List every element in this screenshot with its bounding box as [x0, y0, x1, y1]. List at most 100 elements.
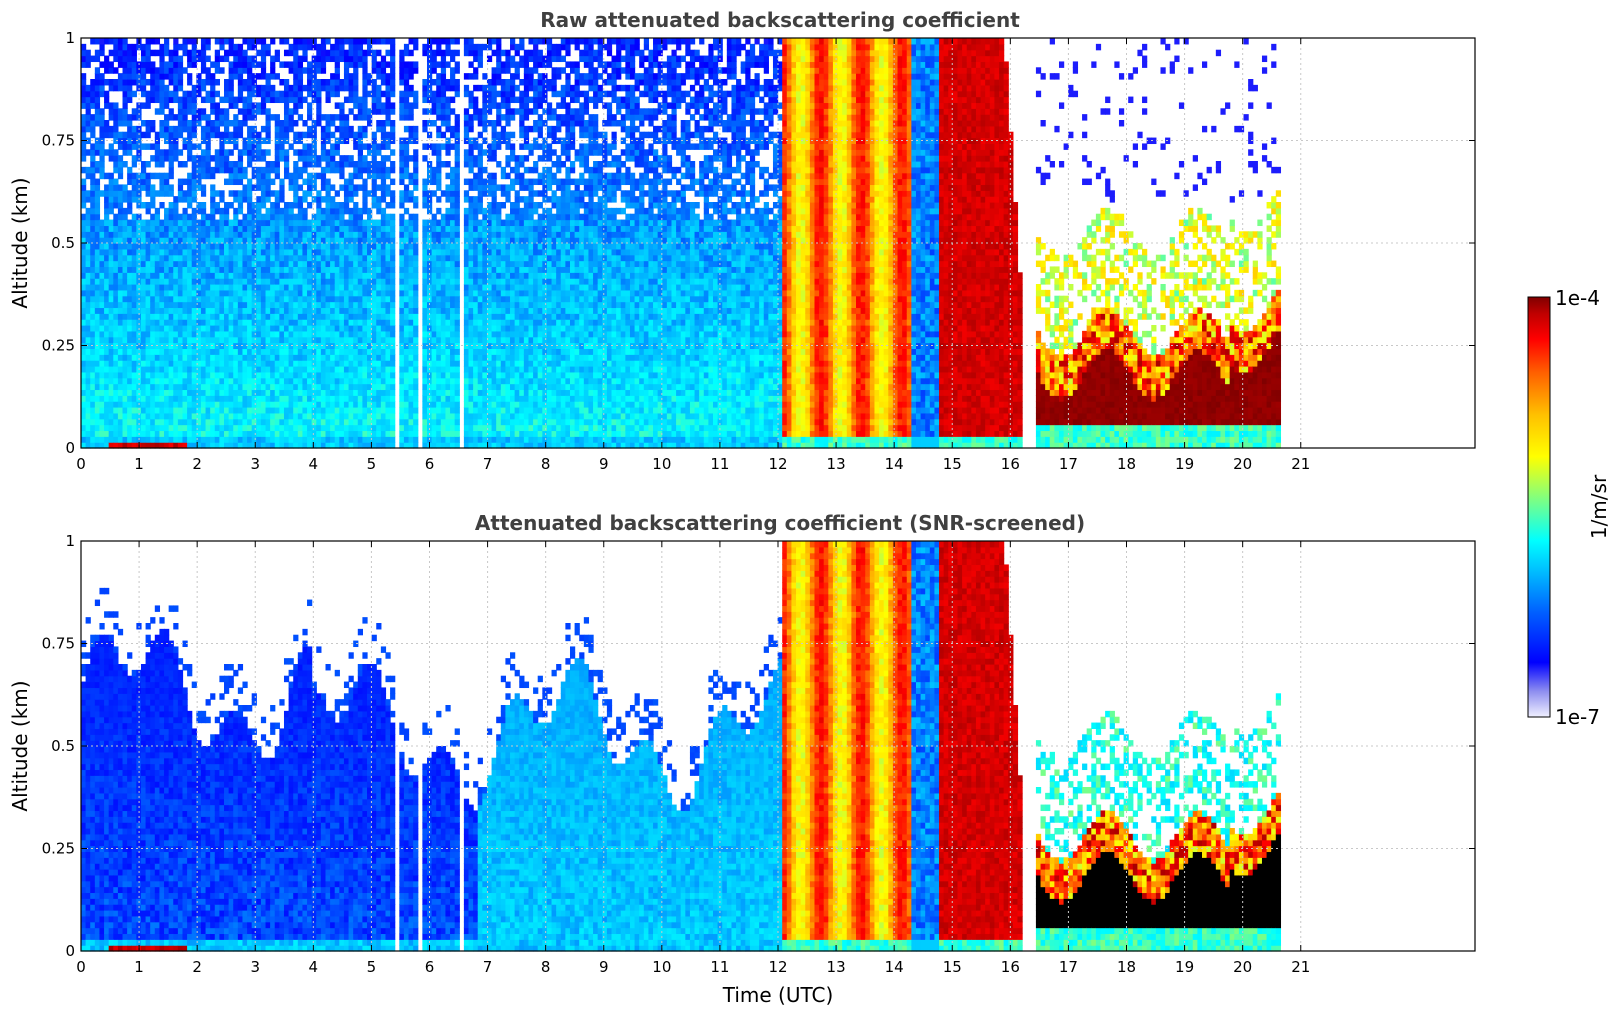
- heatmap-cell: [367, 336, 373, 344]
- heatmap-cell: [94, 412, 101, 420]
- heatmap-cell: [150, 284, 156, 291]
- heatmap-cell: [413, 395, 419, 402]
- heatmap-cell: [136, 67, 142, 74]
- heatmap-cell: [81, 354, 87, 361]
- heatmap-cell: [302, 289, 308, 297]
- heatmap-cell: [330, 73, 336, 80]
- heatmap-cell: [131, 313, 137, 320]
- heatmap-cell: [256, 418, 262, 426]
- heatmap-cell: [237, 49, 244, 57]
- heatmap-cell: [233, 207, 239, 215]
- heatmap-cell: [168, 73, 174, 80]
- heatmap-cell: [440, 38, 447, 45]
- heatmap-cell: [233, 407, 239, 414]
- heatmap-cell: [357, 424, 363, 432]
- heatmap-cell: [440, 436, 447, 443]
- heatmap-cell: [81, 120, 87, 127]
- heatmap-cell: [182, 67, 188, 74]
- heatmap-cell: [399, 213, 405, 221]
- heatmap-cell: [408, 49, 414, 57]
- heatmap-cell: [403, 295, 410, 303]
- heatmap-cell: [159, 161, 165, 168]
- heatmap-cell: [127, 377, 133, 385]
- heatmap-cell: [357, 213, 363, 221]
- heatmap-cell: [376, 260, 382, 268]
- heatmap-cell: [187, 90, 193, 98]
- heatmap-cell: [468, 430, 474, 437]
- heatmap-cell: [274, 96, 280, 104]
- heatmap-cell: [81, 184, 87, 191]
- heatmap-cell: [403, 430, 410, 437]
- heatmap-cell: [99, 442, 105, 449]
- heatmap-cell: [330, 184, 336, 191]
- heatmap-cell: [94, 90, 101, 98]
- heatmap-cell: [159, 108, 165, 115]
- heatmap-cell: [140, 79, 147, 86]
- heatmap-cell: [283, 243, 290, 250]
- heatmap-cell: [279, 131, 285, 139]
- heatmap-cell: [270, 371, 276, 379]
- heatmap-cell: [150, 172, 156, 180]
- heatmap-cell: [334, 325, 340, 332]
- heatmap-cell: [408, 225, 414, 232]
- heatmap-cell: [247, 307, 253, 314]
- heatmap-cell: [325, 307, 331, 314]
- heatmap-cell: [330, 84, 336, 92]
- heatmap-cell: [450, 371, 456, 379]
- heatmap-cell: [357, 225, 363, 232]
- heatmap-cell: [113, 155, 119, 162]
- heatmap-cell: [440, 266, 447, 273]
- heatmap-cell: [205, 418, 211, 426]
- heatmap-cell: [145, 219, 151, 227]
- heatmap-cell: [196, 84, 202, 92]
- heatmap-cell: [90, 96, 96, 104]
- heatmap-cell: [436, 319, 442, 326]
- heatmap-cell: [316, 231, 322, 238]
- heatmap-cell: [187, 272, 193, 279]
- heatmap-cell: [154, 418, 161, 426]
- heatmap-cell: [117, 219, 124, 227]
- heatmap-cell: [108, 436, 114, 443]
- heatmap-cell: [228, 79, 234, 86]
- heatmap-cell: [454, 219, 460, 227]
- heatmap-cell: [173, 260, 179, 268]
- heatmap-cell: [362, 389, 368, 396]
- heatmap-cell: [403, 442, 410, 449]
- heatmap-cell: [200, 436, 207, 443]
- heatmap-cell: [94, 401, 101, 408]
- heatmap-cell: [330, 196, 336, 203]
- heatmap-cell: [173, 284, 179, 291]
- heatmap-cell: [164, 90, 170, 98]
- heatmap-cell: [367, 79, 373, 86]
- heatmap-cell: [247, 219, 253, 227]
- heatmap-cell: [297, 225, 304, 232]
- heatmap-cell: [307, 254, 313, 262]
- heatmap-cell: [196, 313, 202, 320]
- heatmap-cell: [274, 319, 280, 326]
- heatmap-cell: [339, 43, 345, 51]
- heatmap-cell: [426, 237, 433, 244]
- heatmap-cell: [371, 301, 377, 309]
- heatmap-cell: [450, 278, 456, 285]
- heatmap-cell: [376, 284, 382, 291]
- heatmap-cell: [164, 172, 170, 180]
- heatmap-cell: [187, 301, 193, 309]
- heatmap-cell: [440, 272, 447, 279]
- heatmap-cell: [140, 289, 147, 297]
- heatmap-cell: [237, 231, 244, 238]
- heatmap-cell: [200, 43, 207, 51]
- heatmap-cell: [413, 178, 419, 186]
- heatmap-cell: [307, 219, 313, 227]
- heatmap-cell: [233, 137, 239, 145]
- heatmap-cell: [168, 436, 174, 443]
- heatmap-cell: [140, 325, 147, 332]
- heatmap-cell: [399, 49, 405, 57]
- heatmap-cell: [237, 436, 244, 443]
- heatmap-cell: [403, 330, 410, 338]
- heatmap-cell: [168, 172, 174, 180]
- heatmap-cell: [399, 79, 405, 86]
- heatmap-cell: [385, 213, 391, 221]
- heatmap-cell: [399, 295, 405, 303]
- heatmap-cell: [122, 278, 128, 285]
- heatmap-cell: [274, 278, 280, 285]
